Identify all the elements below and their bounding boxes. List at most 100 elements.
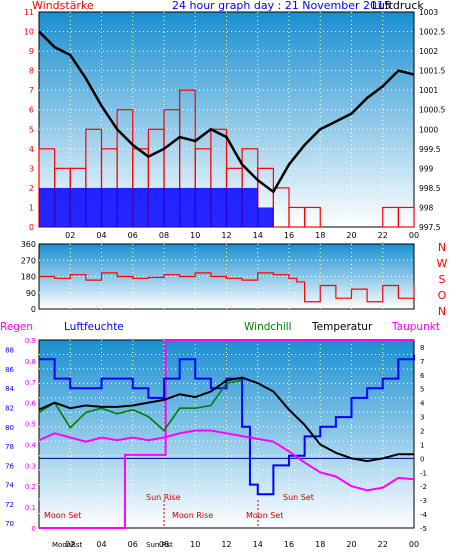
rain-tick-label: 0.5 bbox=[25, 421, 36, 429]
gust-bar bbox=[54, 187, 71, 227]
wind-speed-title: Windstärke bbox=[32, 0, 94, 12]
wind-speed-tick-label: 8 bbox=[29, 67, 34, 76]
rain-tick-label: 0.6 bbox=[25, 400, 37, 408]
humidity-tick-label: 76 bbox=[5, 462, 14, 470]
pressure-tick-label: 998.5 bbox=[419, 184, 441, 193]
pressure-tick-label: 999.5 bbox=[419, 145, 441, 154]
astro-annotation: Sun Set bbox=[283, 493, 314, 502]
climate-panel-x-tick-label: 04 bbox=[96, 540, 106, 549]
moon-rst-label: MoonRst bbox=[52, 541, 83, 549]
compass-label: O bbox=[438, 289, 447, 302]
gust-bar bbox=[242, 187, 258, 227]
wind-panel-x-tick-label: 00 bbox=[409, 231, 419, 240]
compass-label: N bbox=[438, 241, 446, 254]
wind-panel-x-tick-label: 10 bbox=[190, 231, 200, 240]
pressure-tick-label: 1000.5 bbox=[419, 106, 445, 115]
direction-tick-label: 0 bbox=[31, 305, 36, 314]
gust-bar bbox=[117, 187, 133, 227]
gust-bar bbox=[132, 187, 149, 227]
wind-panel-x-tick-label: 06 bbox=[128, 231, 138, 240]
windchill-line bbox=[38, 379, 243, 432]
wind-panel-x-tick-label: 02 bbox=[65, 231, 75, 240]
humidity-tick-label: 80 bbox=[5, 424, 14, 432]
climate-panel-x-tick-label: 10 bbox=[190, 540, 200, 549]
rain-tick-label: 0.9 bbox=[25, 337, 36, 345]
wind-speed-tick-label: 4 bbox=[29, 145, 34, 154]
climate-panel-x-tick-label: 18 bbox=[315, 540, 325, 549]
temp-tick-label: 2 bbox=[420, 428, 424, 436]
wind-speed-tick-label: 0 bbox=[29, 223, 34, 232]
climate-panel-x-tick-label: 14 bbox=[253, 540, 263, 549]
wind-panel-x-tick-label: 16 bbox=[284, 231, 294, 240]
climate-panel-x-tick-label: 20 bbox=[346, 540, 356, 549]
wind-speed-tick-label: 7 bbox=[29, 86, 34, 95]
pressure-tick-label: 997.5 bbox=[419, 223, 441, 232]
gust-bar bbox=[257, 207, 274, 227]
direction-tick-label: 90 bbox=[26, 289, 36, 298]
pressure-tick-label: 1003 bbox=[419, 8, 438, 17]
humidity-tick-label: 84 bbox=[5, 385, 14, 393]
temp-tick-label: 3 bbox=[420, 414, 424, 422]
temp-tick-label: -1 bbox=[420, 469, 427, 477]
gust-bar bbox=[195, 187, 211, 227]
climate-panel-x-tick-label: 06 bbox=[128, 540, 138, 549]
wind-speed-tick-label: 3 bbox=[29, 164, 34, 173]
wind-panel-x-tick-label: 08 bbox=[159, 231, 169, 240]
gust-bar bbox=[179, 187, 196, 227]
humidity-tick-label: 82 bbox=[5, 404, 14, 412]
astro-annotation: Moon Set bbox=[44, 511, 81, 520]
legend-dewpoint: Taupunkt bbox=[391, 321, 440, 333]
wind-panel-x-tick-label: 18 bbox=[315, 231, 325, 240]
rain-tick-label: 0.3 bbox=[25, 462, 36, 470]
pressure-tick-label: 998 bbox=[419, 203, 434, 212]
wind-speed-bar bbox=[304, 206, 321, 228]
wind-speed-tick-label: 9 bbox=[29, 47, 34, 56]
legend-rain: Regen bbox=[0, 321, 33, 333]
wind-speed-bar bbox=[397, 206, 415, 228]
humidity-tick-label: 78 bbox=[5, 443, 14, 451]
compass-label: S bbox=[439, 273, 446, 286]
rain-tick-label: 0.2 bbox=[25, 483, 36, 491]
pressure-tick-label: 999 bbox=[419, 164, 434, 173]
climate-panel-x-tick-label: 12 bbox=[221, 540, 231, 549]
wind-speed-tick-label: 11 bbox=[24, 8, 34, 17]
temp-tick-label: -4 bbox=[420, 511, 428, 519]
temp-tick-label: 6 bbox=[420, 372, 425, 380]
climate-panel-x-tick-label: 00 bbox=[409, 540, 419, 549]
gust-bar bbox=[85, 187, 102, 227]
wind-speed-tick-label: 5 bbox=[29, 125, 34, 134]
wind-direction-line bbox=[39, 272, 415, 303]
rain-tick-label: 0.1 bbox=[25, 504, 36, 512]
humidity-tick-label: 86 bbox=[5, 366, 14, 374]
humidity-line bbox=[39, 354, 415, 496]
wind-panel-x-tick-label: 04 bbox=[96, 231, 106, 240]
astro-annotation: Sun Rise bbox=[146, 493, 181, 502]
legend-temperature: Temperatur bbox=[311, 321, 373, 333]
compass-label: W bbox=[437, 257, 448, 270]
astro-annotation: Moon Set bbox=[246, 511, 283, 520]
gust-bar bbox=[70, 187, 86, 227]
pressure-line bbox=[38, 30, 415, 194]
wind-speed-tick-label: 1 bbox=[29, 203, 34, 212]
rain-tick-label: 0.8 bbox=[25, 358, 36, 366]
wind-speed-tick-label: 6 bbox=[29, 106, 34, 115]
temperature-line bbox=[38, 376, 414, 463]
temp-tick-label: -3 bbox=[420, 497, 427, 505]
rain-tick-label: 0.4 bbox=[25, 441, 37, 449]
wind-panel-x-tick-label: 20 bbox=[346, 231, 356, 240]
climate-panel-x-tick-label: 08 bbox=[159, 540, 169, 549]
gust-bar bbox=[39, 187, 55, 227]
climate-panel-x-tick-label: 16 bbox=[284, 540, 294, 549]
gust-bar bbox=[101, 187, 118, 227]
pressure-tick-label: 1000 bbox=[419, 125, 438, 134]
wind-speed-tick-label: 2 bbox=[29, 184, 34, 193]
humidity-tick-label: 74 bbox=[5, 482, 14, 490]
humidity-tick-label: 72 bbox=[5, 501, 14, 509]
wind-speed-tick-label: 10 bbox=[24, 28, 34, 37]
temp-tick-label: 8 bbox=[420, 344, 424, 352]
gust-bar bbox=[226, 187, 243, 227]
temp-tick-label: 7 bbox=[420, 358, 424, 366]
direction-tick-label: 270 bbox=[21, 256, 36, 265]
gust-bar bbox=[210, 187, 227, 227]
